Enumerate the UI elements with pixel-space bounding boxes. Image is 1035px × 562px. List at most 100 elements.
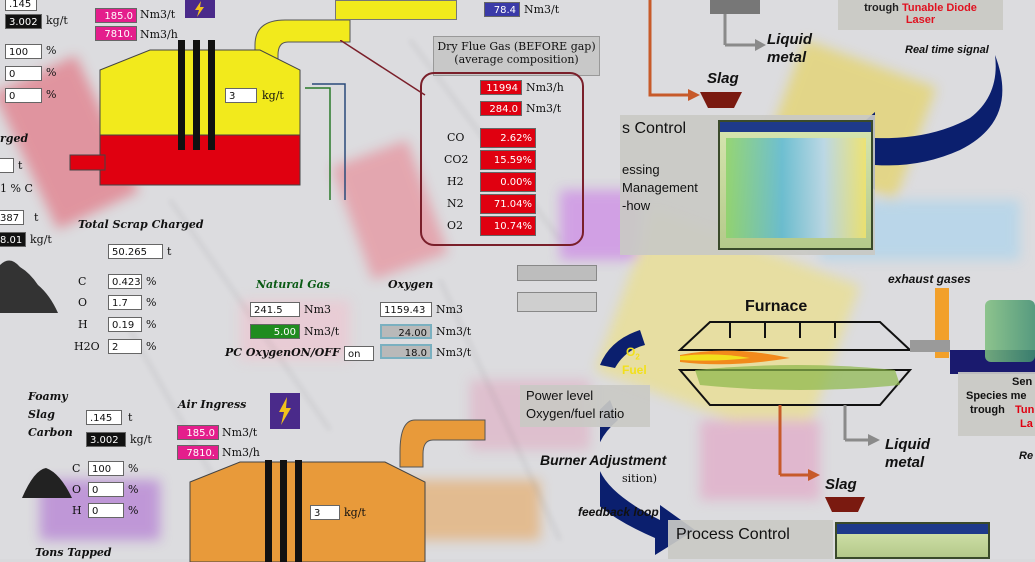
sensor-right-4: Tun (1015, 404, 1035, 416)
furnace-input[interactable]: 3 (225, 88, 257, 103)
comp-val-o[interactable]: 1.7 (108, 295, 142, 310)
realtime-signal: Real time signal (905, 44, 989, 56)
bottom-comp-unit-o: % (128, 483, 139, 496)
side-fragment-c: 1 % C (0, 182, 33, 195)
top-unit-2: % (46, 66, 57, 79)
total-scrap-value[interactable]: 50.265 (108, 244, 163, 259)
comp-val-h[interactable]: 0.19 (108, 317, 142, 332)
carbon-pile-icon (22, 468, 72, 498)
fuel-label: Fuel (622, 363, 647, 377)
power-level-1: Power level (526, 388, 594, 403)
process-screen-top (718, 120, 873, 250)
flue-gas-pointer (340, 40, 426, 96)
sensor-text-2: Tunable Diode (901, 2, 977, 14)
species-co-value[interactable]: 2.62% (480, 128, 536, 148)
foamy-unit-1: t (128, 411, 133, 424)
furnace-input-unit: kg/t (262, 89, 284, 102)
analyzer-device (985, 300, 1035, 362)
flue-flow-2[interactable]: 284.0 (480, 101, 522, 116)
bottom-furnace-diagram (189, 419, 486, 562)
comp-val-h2o[interactable]: 2 (108, 339, 142, 354)
scale-bar-1[interactable] (517, 265, 597, 281)
exhaust-gases-label: exhaust gases (888, 272, 971, 286)
o2-text: O (626, 345, 636, 359)
side-fragment-801[interactable]: 8.01 (0, 232, 26, 247)
air-unit-2: Nm3/h (222, 446, 260, 459)
foamy-label-2: Slag (28, 408, 55, 421)
process-screen-bottom (835, 522, 990, 559)
natural-gas-volume[interactable]: 241.5 (250, 302, 300, 317)
side-fragment-box-a (0, 158, 14, 173)
species-h2-value[interactable]: 0.00% (480, 172, 536, 192)
air-flow-1[interactable]: 185.0 (177, 425, 219, 440)
pc-oxygen-label: PC OxygenON/OFF (225, 346, 340, 359)
side-fragment-t2: t (34, 211, 39, 224)
lightning-icon (185, 0, 215, 18)
oxygen-title: Oxygen (388, 278, 434, 291)
flue-gas-frame (420, 72, 584, 246)
top-unit-1: % (46, 44, 57, 57)
o2-label: O2 (626, 345, 640, 361)
air-flow-2[interactable]: 7810. (177, 445, 219, 460)
bottom-comp-unit-h: % (128, 504, 139, 517)
sensor-box-right (958, 372, 1035, 436)
top-box-2[interactable]: 100 (5, 44, 42, 59)
foamy-value-1[interactable]: .145 (86, 410, 122, 425)
foamy-label-3: Carbon (28, 426, 73, 439)
burner-adjustment-label: Burner Adjustment (540, 452, 667, 468)
gas-flow-1[interactable]: 185.0 (95, 8, 137, 23)
comp-el-c: C (78, 275, 87, 288)
top-box-3[interactable]: 0 (5, 66, 42, 81)
gas-flow-2[interactable]: 7810. (95, 26, 137, 41)
air-unit-1: Nm3/t (222, 426, 258, 439)
flue-gas-top-value[interactable]: 78.4 (484, 2, 520, 17)
bottom-furnace-input[interactable]: 3 (310, 505, 340, 520)
scale-bar-2[interactable] (517, 292, 597, 312)
species-n2-value[interactable]: 71.04% (480, 194, 536, 214)
comp-val-c[interactable]: 0.423 (108, 274, 142, 289)
oxygen-volume[interactable]: 1159.43 (380, 302, 432, 317)
oxygen-rate[interactable]: 24.00 (380, 324, 432, 339)
pc-oxygen-rate[interactable]: 18.0 (380, 344, 432, 359)
natural-gas-rate-unit: Nm3/t (304, 325, 340, 338)
flue-flow-1[interactable]: 11994 (480, 80, 522, 95)
top-unit-3: % (46, 88, 57, 101)
slag-label-2: Slag (825, 476, 857, 493)
flue-flow-2-unit: Nm3/t (526, 102, 562, 115)
process-control-2-box (668, 520, 833, 559)
flue-gas-subtitle: (average composition) (454, 53, 579, 66)
sensor-right-3: trough (970, 404, 1005, 416)
comp-unit-h: % (146, 318, 157, 331)
oxygen-rate-unit: Nm3/t (436, 325, 472, 338)
natural-gas-volume-unit: Nm3 (304, 303, 332, 316)
gas-unit-1: Nm3/t (140, 8, 176, 21)
foamy-value-2[interactable]: 3.002 (86, 432, 126, 447)
pc-oxygen-toggle[interactable]: on (344, 346, 374, 361)
bottom-comp-val-c[interactable]: 100 (88, 461, 124, 476)
bottom-comp-val-o[interactable]: 0 (88, 482, 124, 497)
top-box-1[interactable]: 3.002 (5, 14, 42, 29)
flue-gas-top-unit: Nm3/t (524, 3, 560, 16)
flue-gas-header: Dry Flue Gas (BEFORE gap) (average compo… (433, 36, 600, 76)
side-fragment-387[interactable]: 387 (0, 210, 24, 225)
top-yellow-duct (335, 0, 457, 20)
species-co2-value[interactable]: 15.59% (480, 150, 536, 170)
top-box-0[interactable]: .145 (5, 0, 37, 11)
bottom-comp-val-h[interactable]: 0 (88, 503, 124, 518)
natural-gas-rate[interactable]: 5.00 (250, 324, 300, 339)
process-list-2: Management (622, 180, 698, 195)
foamy-label-1: Foamy (28, 390, 68, 403)
feedback-loop-label: feedback loop (578, 505, 659, 519)
sensor-right-2: Species me (966, 390, 1027, 402)
sensor-text-3: Laser (905, 14, 936, 26)
species-o2-value[interactable]: 10.74% (480, 216, 536, 236)
tons-tapped-label: Tons Tapped (35, 546, 112, 559)
power-level-box (520, 385, 650, 427)
sensor-text-1: trough (864, 2, 899, 14)
sensor-box-top: trough Tunable Diode Laser (838, 0, 1003, 30)
top-furnace-diagram (69, 19, 351, 200)
liquid-metal-1-b: metal (767, 49, 807, 66)
liquid-metal-2: Liquid metal (885, 436, 930, 472)
top-box-4[interactable]: 0 (5, 88, 42, 103)
total-scrap-title: Total Scrap Charged (78, 218, 204, 231)
